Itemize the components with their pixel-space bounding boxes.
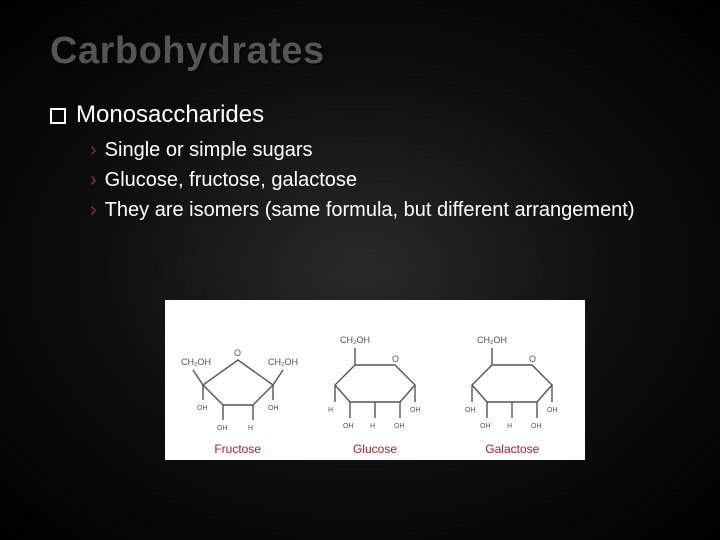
bullet-text: Single or simple sugars [105, 137, 313, 163]
o-label: O [234, 348, 241, 358]
o-label: O [392, 354, 399, 364]
bullet-text: They are isomers (same formula, but diff… [105, 197, 635, 223]
oh-label: OH [410, 407, 421, 414]
h-label: H [507, 423, 512, 430]
oh-label: OH [480, 423, 491, 430]
angle-bracket-icon: › [90, 139, 97, 162]
galactose-structure-icon: CH₂OH O OH OH H OH OH [447, 310, 577, 440]
bullet-item: › Single or simple sugars [90, 137, 670, 163]
bullet-text: Glucose, fructose, galactose [105, 167, 357, 193]
h-label: H [328, 407, 333, 414]
subtitle-row: Monosaccharides [50, 101, 670, 129]
angle-bracket-icon: › [90, 199, 97, 222]
subtitle-text: Monosaccharides [76, 101, 264, 129]
molecule-label: Galactose [485, 442, 539, 456]
molecule-label: Glucose [353, 442, 397, 456]
ch2oh-label: CH₂OH [340, 335, 370, 345]
h-label: H [370, 423, 375, 430]
molecule-glucose: CH₂OH O H OH H OH OH Glucose [306, 310, 443, 456]
molecule-label: Fructose [214, 442, 261, 456]
slide-title: Carbohydrates [50, 30, 670, 73]
molecule-diagram: CH₂OH CH₂OH O OH H OH OH Fructose CH₂OH … [165, 300, 585, 460]
oh-label: OH [531, 423, 542, 430]
bullet-list: › Single or simple sugars › Glucose, fru… [90, 137, 670, 223]
oh-label: OH [197, 405, 208, 412]
slide: Carbohydrates Monosaccharides › Single o… [0, 0, 720, 223]
fructose-structure-icon: CH₂OH CH₂OH O OH H OH OH [173, 310, 303, 440]
molecule-fructose: CH₂OH CH₂OH O OH H OH OH Fructose [169, 310, 306, 456]
glucose-structure-icon: CH₂OH O H OH H OH OH [310, 310, 440, 440]
ch2oh-label: CH₂OH [477, 335, 507, 345]
oh-label: OH [465, 407, 476, 414]
h-label: H [248, 425, 253, 432]
bullet-item: › Glucose, fructose, galactose [90, 167, 670, 193]
molecule-galactose: CH₂OH O OH OH H OH OH Galactose [444, 310, 581, 456]
ch2oh-label: CH₂OH [181, 357, 211, 367]
checkbox-icon [50, 108, 66, 124]
angle-bracket-icon: › [90, 169, 97, 192]
oh-label: OH [268, 405, 279, 412]
bullet-item: › They are isomers (same formula, but di… [90, 197, 670, 223]
oh-label: OH [547, 407, 558, 414]
oh-label: OH [394, 423, 405, 430]
oh-label: OH [217, 425, 228, 432]
oh-label: OH [343, 423, 354, 430]
ch2oh-label: CH₂OH [268, 357, 298, 367]
o-label: O [529, 354, 536, 364]
